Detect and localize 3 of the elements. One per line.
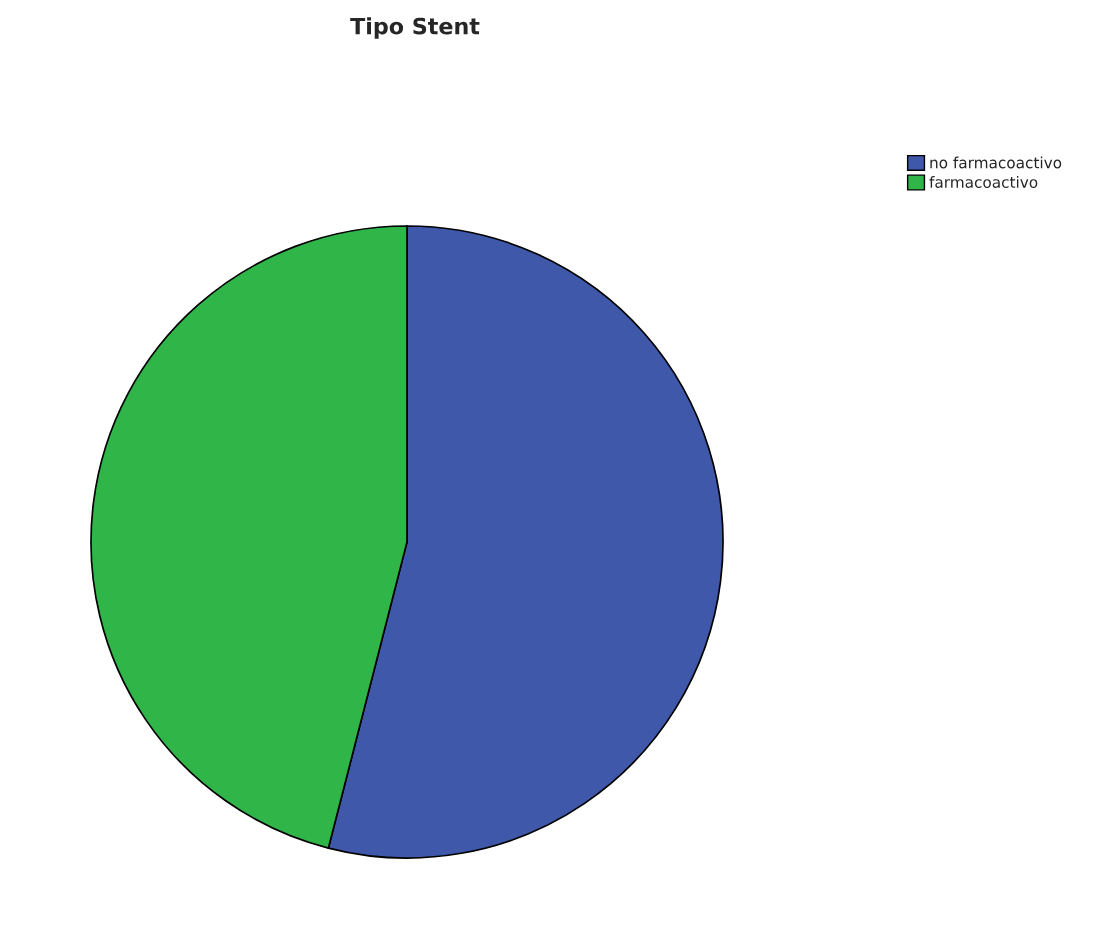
chart-title: Tipo Stent	[350, 17, 480, 39]
legend-label: no farmacoactivo	[930, 156, 1062, 169]
legend-label: farmacoactivo	[929, 176, 1038, 188]
